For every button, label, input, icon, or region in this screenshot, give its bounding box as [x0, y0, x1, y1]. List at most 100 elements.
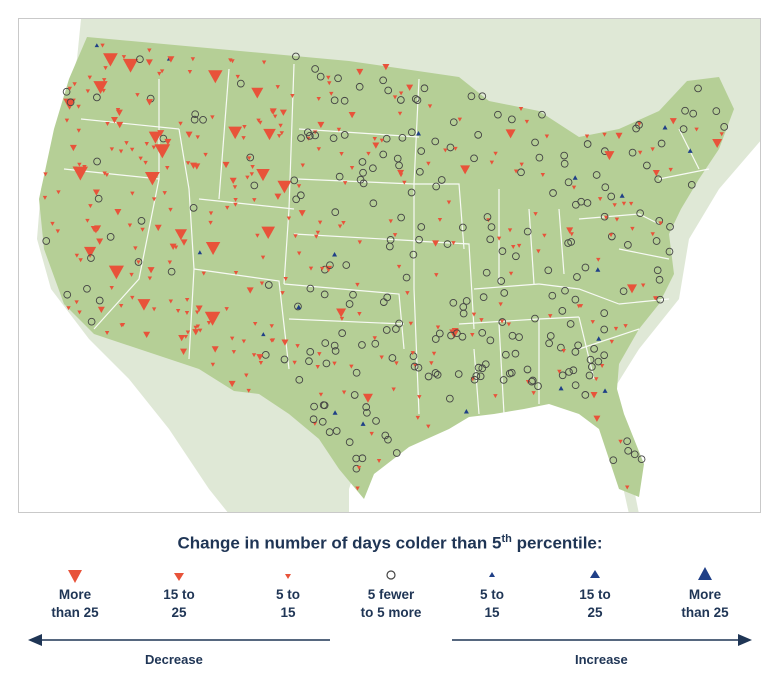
station-decrease-marker [187, 69, 193, 74]
station-no-change-marker [296, 191, 305, 200]
increase-arrow-icon [452, 634, 752, 646]
station-decrease-marker [64, 118, 70, 123]
station-no-change-marker [500, 289, 509, 297]
station-decrease-marker [332, 361, 337, 366]
station-no-change-marker [481, 360, 490, 369]
station-decrease-marker [540, 173, 546, 178]
station-no-change-marker [292, 195, 301, 204]
station-no-change-marker [564, 178, 573, 187]
station-decrease-marker [263, 128, 276, 141]
station-decrease-marker [178, 121, 183, 126]
triangle-up-large-icon [698, 567, 712, 580]
station-increase-marker [596, 336, 602, 341]
station-decrease-marker [397, 111, 403, 116]
station-no-change-marker [433, 370, 442, 379]
station-no-change-marker [435, 329, 444, 338]
station-decrease-marker [432, 240, 440, 247]
station-no-change-marker [93, 157, 101, 166]
station-decrease-marker [356, 68, 364, 76]
station-decrease-marker [169, 243, 177, 250]
station-no-change-marker [305, 357, 313, 366]
station-no-change-marker [487, 223, 496, 231]
station-no-change-marker [600, 212, 609, 221]
station-decrease-marker [457, 117, 463, 122]
station-no-change-marker [250, 181, 259, 190]
triangle-up-medium-icon [590, 570, 600, 578]
station-no-change-marker [458, 332, 467, 341]
station-decrease-marker [76, 128, 81, 133]
atlantic-ocean [614, 141, 760, 512]
station-decrease-marker [507, 228, 513, 233]
station-no-change-marker [527, 377, 536, 386]
station-no-change-marker [318, 417, 327, 426]
station-decrease-marker [92, 189, 100, 196]
station-decrease-marker [372, 336, 377, 341]
station-decrease-marker [137, 299, 151, 311]
increase-label: Increase [575, 652, 628, 667]
station-decrease-marker [342, 181, 348, 186]
station-decrease-marker [119, 323, 124, 328]
station-no-change-marker [600, 351, 609, 360]
station-decrease-marker [77, 310, 82, 315]
station-no-change-marker [62, 87, 71, 96]
station-no-change-marker [329, 134, 338, 143]
station-no-change-marker [306, 284, 315, 293]
station-no-change-marker [479, 293, 488, 301]
station-decrease-marker [55, 229, 61, 234]
station-no-change-marker [342, 261, 351, 269]
station-no-change-marker [87, 317, 96, 326]
station-no-change-marker [292, 52, 300, 61]
legend-title-superscript: th [501, 533, 512, 545]
station-decrease-marker [615, 132, 623, 140]
station-no-change-marker [137, 216, 146, 225]
station-no-change-marker [478, 328, 487, 337]
station-decrease-marker [211, 346, 219, 353]
station-decrease-marker [77, 162, 82, 167]
station-decrease-marker [102, 171, 107, 176]
station-decrease-marker [133, 246, 138, 251]
station-no-change-marker [470, 375, 479, 384]
station-decrease-marker [493, 394, 498, 399]
triangle-down-medium-icon [174, 573, 184, 581]
station-decrease-marker [279, 131, 284, 136]
station-decrease-marker [652, 296, 658, 301]
station-decrease-marker [85, 218, 90, 223]
station-decrease-marker [519, 162, 524, 167]
station-no-change-marker [535, 153, 544, 162]
station-increase-marker [94, 43, 100, 48]
station-decrease-marker [460, 165, 471, 175]
station-decrease-marker [446, 200, 452, 205]
station-no-change-marker [402, 273, 411, 282]
station-no-change-marker [83, 284, 91, 293]
station-decrease-marker [208, 220, 213, 225]
station-no-change-marker [712, 107, 721, 115]
station-no-change-marker [476, 372, 485, 381]
station-decrease-marker [197, 328, 203, 333]
station-decrease-marker [122, 58, 139, 73]
station-no-change-marker [581, 391, 590, 399]
station-no-change-marker [531, 138, 539, 147]
station-decrease-marker [396, 264, 402, 269]
station-decrease-marker [159, 69, 165, 74]
station-decrease-marker [174, 229, 187, 241]
station-decrease-marker [508, 271, 514, 276]
station-no-change-marker [507, 368, 516, 377]
station-decrease-marker [435, 325, 441, 330]
station-decrease-marker [516, 243, 522, 248]
station-no-change-marker [416, 167, 424, 176]
station-no-change-marker [558, 371, 567, 380]
station-decrease-marker [584, 134, 590, 139]
station-decrease-marker [596, 257, 601, 262]
legend-label: 15 to 25 [163, 587, 195, 620]
station-decrease-marker [185, 161, 191, 166]
station-decrease-marker [614, 217, 620, 222]
station-decrease-marker [397, 169, 405, 177]
station-decrease-marker [437, 217, 443, 222]
station-decrease-marker [571, 185, 577, 190]
station-no-change-marker [330, 341, 339, 350]
station-decrease-marker [590, 320, 595, 325]
station-decrease-marker [114, 209, 122, 216]
station-decrease-marker [327, 81, 332, 86]
station-decrease-marker [189, 162, 197, 169]
station-decrease-marker [415, 415, 421, 420]
